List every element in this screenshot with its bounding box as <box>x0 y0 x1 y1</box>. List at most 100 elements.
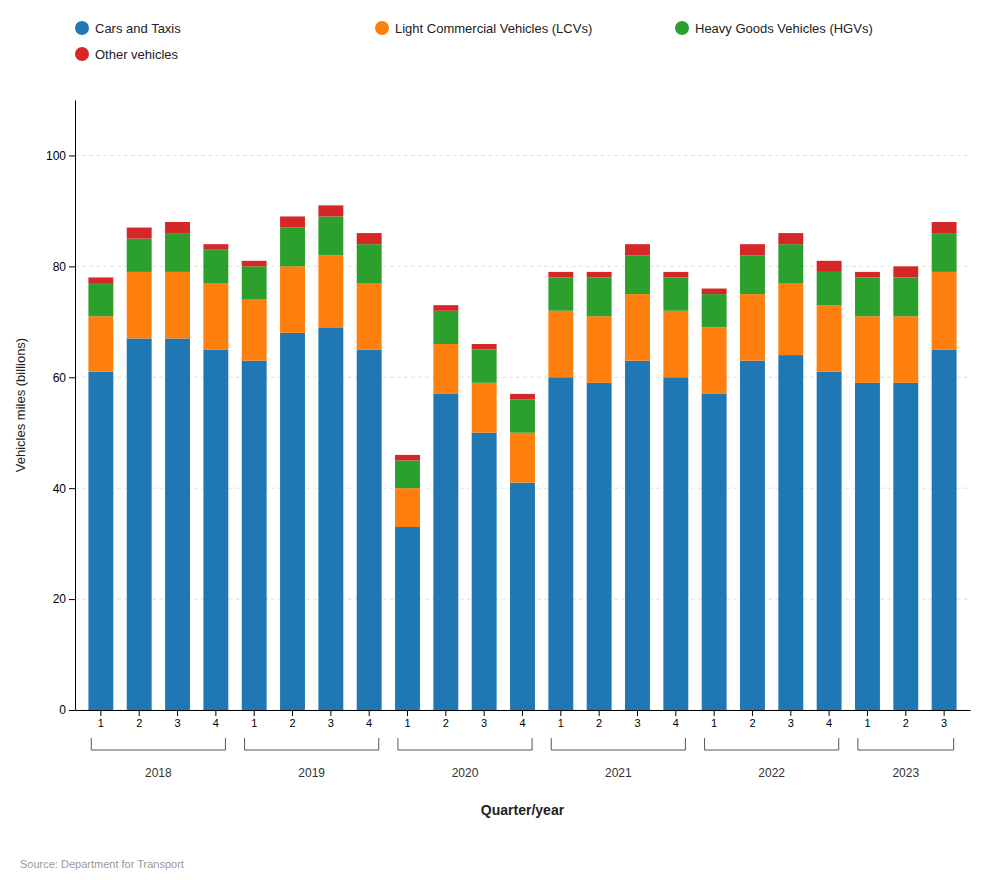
y-tick: 0 <box>59 703 75 717</box>
bar <box>817 261 842 272</box>
x-tick-mark <box>905 710 906 716</box>
y-tick: 60 <box>53 371 75 385</box>
bar <box>395 460 420 488</box>
x-tick-mark <box>829 710 830 716</box>
bar <box>893 316 918 383</box>
legend-marker <box>375 21 389 35</box>
series <box>88 255 956 527</box>
x-tick: 2 <box>289 710 295 729</box>
x-tick-mark <box>100 710 101 716</box>
grid-line <box>75 155 970 156</box>
x-tick-label: 3 <box>788 717 794 729</box>
bar <box>357 350 382 710</box>
x-tick-mark <box>867 710 868 716</box>
bar <box>165 222 190 233</box>
bar <box>855 316 880 383</box>
bar <box>165 338 190 710</box>
x-tick: 2 <box>903 710 909 729</box>
bar <box>318 327 343 710</box>
bar <box>817 372 842 710</box>
bar <box>587 277 612 316</box>
bar <box>663 277 688 310</box>
x-tick-label: 3 <box>941 717 947 729</box>
x-tick-label: 2 <box>749 717 755 729</box>
x-tick-label: 4 <box>519 717 525 729</box>
legend-item: Heavy Goods Vehicles (HGVs) <box>675 21 873 36</box>
y-tick-mark <box>69 155 75 156</box>
bar <box>472 433 497 710</box>
x-tick-mark <box>254 710 255 716</box>
x-tick-mark <box>714 710 715 716</box>
bar <box>740 255 765 294</box>
x-tick-label: 4 <box>826 717 832 729</box>
x-tick-label: 1 <box>558 717 564 729</box>
plot: 0204060801001234123412341234123412320182… <box>13 101 971 819</box>
x-tick-mark <box>215 710 216 716</box>
year-brackets: 201820192020202120222023 <box>91 738 953 780</box>
bar <box>472 383 497 433</box>
bar <box>932 350 957 710</box>
x-tick-label: 1 <box>404 717 410 729</box>
bar <box>587 272 612 278</box>
source: Source: Department for Transport <box>20 858 184 870</box>
y-tick: 80 <box>53 260 75 274</box>
y-tick: 40 <box>53 482 75 496</box>
x-tick-mark <box>637 710 638 716</box>
x-tick: 2 <box>443 710 449 729</box>
x-tick-label: 3 <box>634 717 640 729</box>
x-tick-label: 3 <box>481 717 487 729</box>
x-tick: 3 <box>788 710 794 729</box>
bar <box>740 361 765 710</box>
legend-label: Light Commercial Vehicles (LCVs) <box>395 21 592 36</box>
series <box>88 327 956 710</box>
legend-marker <box>675 21 689 35</box>
legend-marker <box>75 47 89 61</box>
y-tick-label: 80 <box>53 260 67 274</box>
bar <box>127 239 152 272</box>
x-tick: 4 <box>213 710 219 729</box>
x-tick-mark <box>369 710 370 716</box>
bar <box>663 272 688 278</box>
y-tick-label: 0 <box>59 703 66 717</box>
x-tick-mark <box>407 710 408 716</box>
year-bracket <box>858 738 954 750</box>
x-tick: 3 <box>634 710 640 729</box>
x-tick: 3 <box>481 710 487 729</box>
x-tick-label: 3 <box>174 717 180 729</box>
bar <box>510 483 535 710</box>
x-tick-mark <box>484 710 485 716</box>
bar <box>472 344 497 350</box>
bar <box>625 294 650 361</box>
y-tick-mark <box>69 599 75 600</box>
year-label: 2021 <box>605 766 632 780</box>
bar <box>702 289 727 295</box>
bar <box>587 383 612 710</box>
bar <box>203 244 228 250</box>
bar <box>395 455 420 461</box>
bar <box>702 327 727 394</box>
bar <box>165 233 190 272</box>
bar <box>280 228 305 267</box>
x-tick-mark <box>330 710 331 716</box>
x-tick-label: 1 <box>864 717 870 729</box>
year-bracket <box>91 738 225 750</box>
y-tick-mark <box>69 377 75 378</box>
year-label: 2023 <box>892 766 919 780</box>
legend-item: Light Commercial Vehicles (LCVs) <box>375 21 592 36</box>
x-tick-label: 1 <box>98 717 104 729</box>
y-axis-title: Vehicles miles (billions) <box>13 338 28 472</box>
y-tick-mark <box>69 710 75 711</box>
x-tick: 3 <box>328 710 334 729</box>
y-axis-line <box>75 101 76 711</box>
x-tick-label: 1 <box>711 717 717 729</box>
bar <box>318 205 343 216</box>
x-tick-mark <box>177 710 178 716</box>
bar <box>127 272 152 339</box>
x-tick-label: 2 <box>443 717 449 729</box>
bar <box>625 244 650 255</box>
bar <box>280 216 305 227</box>
x-tick: 2 <box>749 710 755 729</box>
bar <box>702 394 727 710</box>
x-tick: 2 <box>596 710 602 729</box>
bar <box>203 283 228 350</box>
